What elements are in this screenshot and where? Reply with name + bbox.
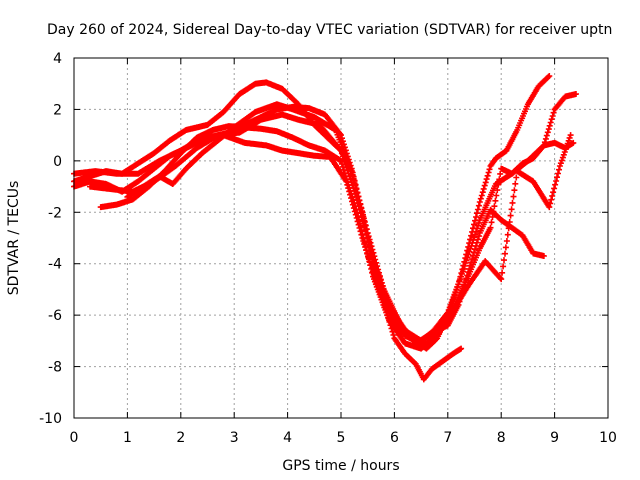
chart-title: Day 260 of 2024, Sidereal Day-to-day VTE…: [47, 22, 612, 38]
x-tick-label: 5: [337, 430, 346, 446]
x-tick-label: 6: [390, 430, 399, 446]
series-markers: [124, 91, 579, 347]
y-tick-label: -8: [48, 360, 62, 376]
x-tick-label: 2: [176, 430, 185, 446]
y-tick-label: 0: [53, 154, 62, 170]
y-tick-label: -2: [48, 205, 62, 221]
y-axis-label: SDTVAR / TECUs: [6, 181, 22, 296]
x-tick-label: 7: [443, 430, 452, 446]
x-axis-label: GPS time / hours: [282, 458, 399, 474]
data-series: [71, 73, 579, 383]
axis-ticks: [73, 57, 609, 419]
x-tick-label: 8: [497, 430, 506, 446]
y-tick-label: -4: [48, 257, 62, 273]
tick-labels: 0 1 2 3 4 5 6 7 8 9 10 4 2 0 -2 -4 -6 -8 -10: [39, 51, 617, 446]
y-tick-label: -6: [48, 308, 62, 324]
x-tick-label: 0: [70, 430, 79, 446]
x-tick-label: 9: [550, 430, 559, 446]
x-tick-label: 10: [599, 430, 617, 446]
y-tick-label: 2: [53, 102, 62, 118]
y-tick-label: -10: [39, 411, 62, 427]
series-track-6: [124, 91, 579, 347]
x-tick-label: 1: [123, 430, 132, 446]
x-tick-label: 4: [283, 430, 292, 446]
y-tick-label: 4: [53, 51, 62, 67]
x-tick-label: 3: [230, 430, 239, 446]
